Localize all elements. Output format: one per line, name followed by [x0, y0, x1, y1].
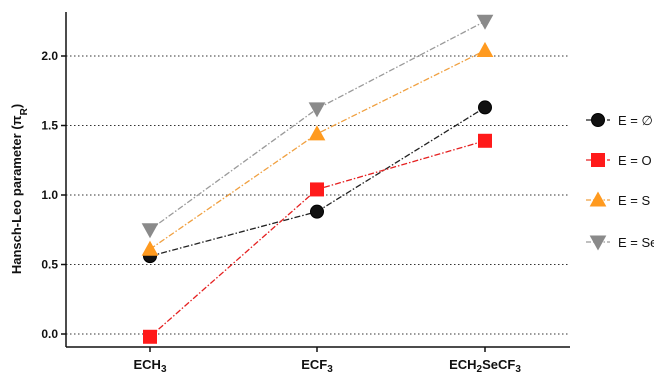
series-1-point-2 — [478, 133, 492, 148]
series-layer — [141, 14, 494, 344]
legend-item-1: E = O — [586, 153, 652, 168]
series-2 — [141, 41, 494, 256]
y-axis-label: Hansch-Leo parameter (πR) — [9, 104, 30, 274]
legend-layer: E = ∅ E = O E = S E = Se — [586, 113, 654, 251]
y-axis-label-text: Hansch-Leo parameter (πR) — [9, 104, 30, 274]
y-axis-label-sub: R — [19, 107, 30, 115]
y-tick-label-4: 2.0 — [41, 49, 58, 63]
series-3-point-2 — [476, 14, 494, 30]
legend-label-2: E = S — [618, 193, 650, 208]
series-3-point-1 — [308, 102, 326, 118]
legend-marker-0 — [591, 113, 605, 127]
x-tick-label-1: ECF3 — [301, 357, 333, 373]
legend-item-2: E = S — [586, 191, 650, 208]
series-1-point-1 — [310, 182, 324, 197]
y-axis-label-main: Hansch-Leo parameter (π — [9, 115, 24, 274]
series-0-point-1 — [310, 204, 324, 219]
y-axis-label-close: ) — [9, 104, 24, 108]
series-2-point-2 — [476, 41, 494, 57]
y-tick-label-0: 0.0 — [41, 327, 58, 341]
y-tick-label-1: 0.5 — [41, 258, 58, 272]
series-2-point-0 — [141, 240, 159, 256]
series-0-point-2 — [478, 100, 492, 115]
legend-item-3: E = Se — [586, 235, 654, 251]
series-3-point-0 — [141, 223, 159, 239]
legend-item-0: E = ∅ — [586, 113, 653, 128]
legend-label-1: E = O — [618, 153, 652, 168]
x-tick-label-0: ECH3 — [133, 357, 166, 373]
legend-label-3: E = Se — [618, 235, 654, 250]
y-tick-label-2: 1.0 — [41, 188, 58, 202]
legend-marker-3 — [589, 235, 607, 251]
series-line-1 — [149, 140, 486, 338]
y-tick-label-3: 1.5 — [41, 119, 58, 133]
series-line-2 — [149, 49, 486, 250]
series-3 — [141, 14, 494, 239]
legend-label-0: E = ∅ — [618, 113, 653, 128]
x-tick-label-2: ECH2SeCF3 — [449, 357, 521, 373]
legend-marker-2 — [589, 191, 607, 207]
series-1 — [143, 133, 492, 344]
series-2-point-1 — [308, 125, 326, 141]
series-1-point-0 — [143, 329, 157, 344]
axis-layer: 0.0 0.5 1.0 1.5 2.0 ECH3 ECF3 ECH2SeCF3 — [41, 12, 570, 373]
legend-marker-1 — [591, 153, 605, 167]
